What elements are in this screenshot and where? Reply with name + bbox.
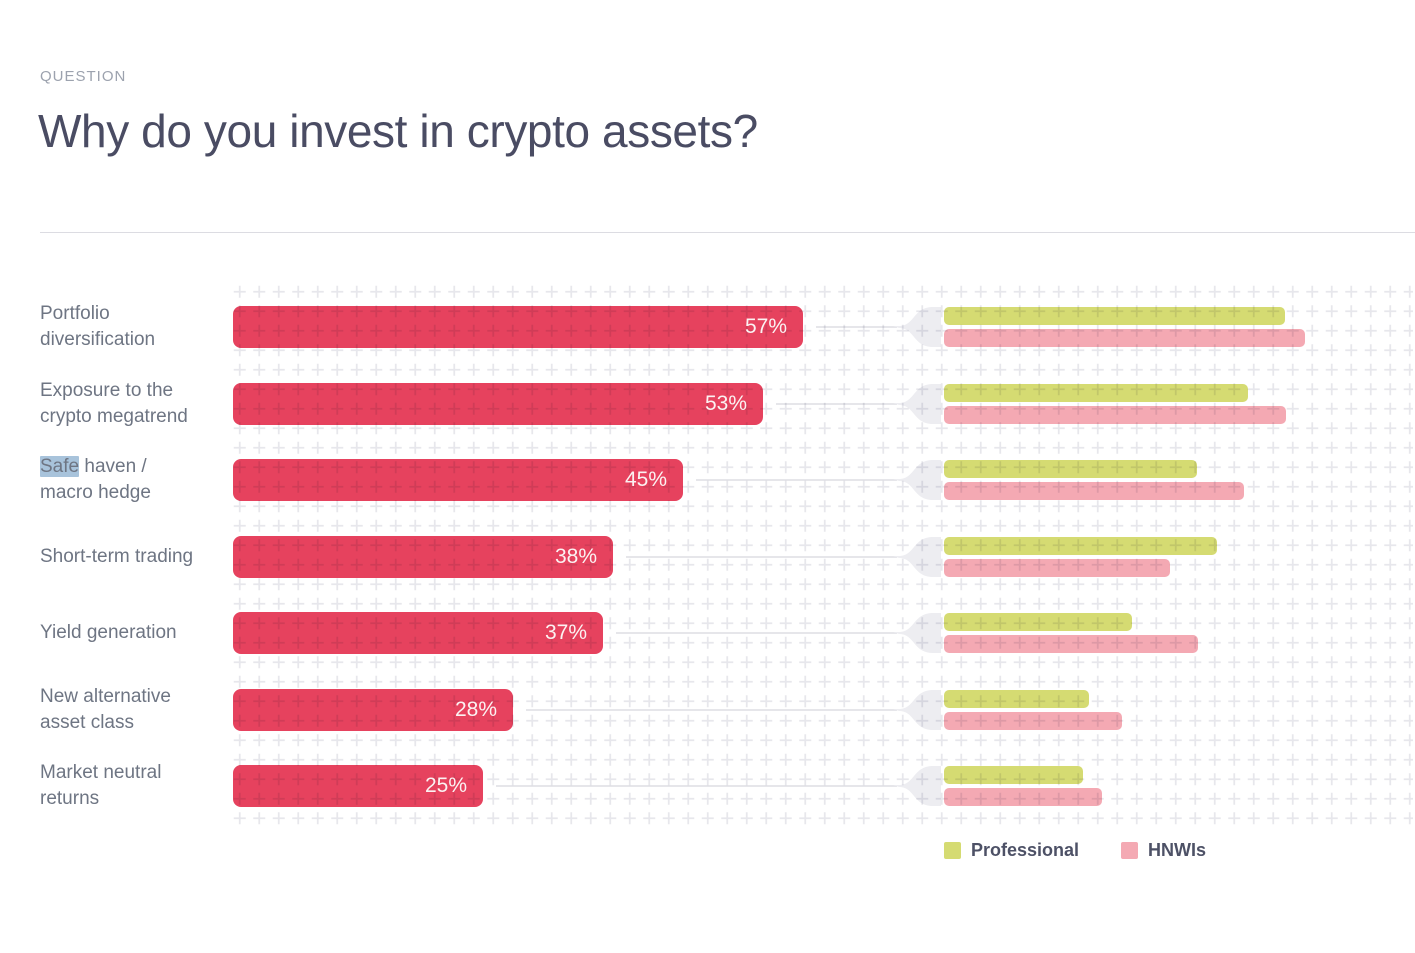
category-label: Yield generation [40,591,235,675]
hnwis-bar [944,788,1102,806]
category-label-line: diversification [40,329,156,350]
category-label-line: returns [40,788,100,809]
overall-bar: 38% [233,535,613,578]
divider [40,232,1415,233]
value-label: 53% [704,391,747,415]
professional-legend-swatch [944,842,961,859]
value-label: 45% [624,468,667,491]
value-label: 25% [424,774,467,797]
connector-funnel [893,458,941,507]
value-label: 37% [544,621,587,644]
connector-funnel [893,611,941,660]
selected-text: Safe [40,456,80,477]
connector-line [696,479,897,481]
category-label: New alternative asset class [40,668,235,752]
connector-line [496,785,897,787]
page-title: Why do you invest in crypto assets? [38,105,758,157]
category-label-line: Exposure to the [40,379,174,401]
professional-bar [944,689,1089,708]
question-eyebrow: QUESTION [40,68,127,85]
category-label-line: Short-term trading [40,545,194,567]
category-label: Short-term trading [40,515,235,599]
overall-bar: 53% [233,382,763,425]
category-label-line: Safe haven / [40,456,147,477]
professional-bar [944,766,1083,784]
connector-line [816,326,897,328]
professional-bar [944,307,1285,325]
hnwis-bar [944,405,1286,424]
overall-bar: 37% [233,612,603,654]
professional-bar [944,460,1197,478]
category-label-line: Yield generation [40,622,177,643]
chart-legend: Professional HNWIs [944,840,1206,861]
connector-line [776,402,897,405]
value-label: 57% [744,315,787,338]
hnwis-bar [944,635,1198,653]
category-label: Market neutral returns [40,744,235,828]
category-label: Safe haven / macro hedge [40,438,235,522]
connector-funnel [893,535,941,584]
hnwis-legend-swatch [1121,842,1139,859]
legend-label: HNWIs [1148,840,1207,860]
category-label-line: crypto megatrend [40,405,188,427]
category-label-line: macro hedge [40,482,151,503]
hnwis-bar [944,711,1122,730]
category-label-line: New alternative [40,685,171,707]
category-label-line: Portfolio [40,303,110,324]
overall-bar: 57% [233,306,803,348]
hnwis-bar [944,329,1305,347]
connector-funnel [893,382,941,431]
professional-bar [944,536,1217,555]
overall-bar: 25% [233,765,483,807]
value-label: 28% [454,697,497,721]
professional-bar [944,383,1248,402]
legend-item: HNWIs [1121,840,1206,861]
overall-bar: 45% [233,459,683,501]
connector-funnel [893,305,941,354]
category-label: Exposure to the crypto megatrend [40,362,235,446]
connector-funnel [893,764,941,813]
connector-line [616,632,897,634]
professional-bar [944,613,1132,631]
hnwis-bar [944,482,1244,500]
legend-item: Professional [944,840,1079,861]
value-label: 38% [554,544,597,568]
connector-funnel [893,688,941,737]
category-label-line: Market neutral [40,762,162,783]
bar-chart: Portfolio diversification 57% Exposure to t… [0,270,1415,910]
connector-line [626,555,897,558]
category-label: Portfolio diversification [40,285,235,369]
category-label-line: asset class [40,711,134,733]
hnwis-bar [944,558,1170,577]
overall-bar: 28% [233,688,513,731]
connector-line [526,708,897,711]
legend-label: Professional [971,840,1080,860]
